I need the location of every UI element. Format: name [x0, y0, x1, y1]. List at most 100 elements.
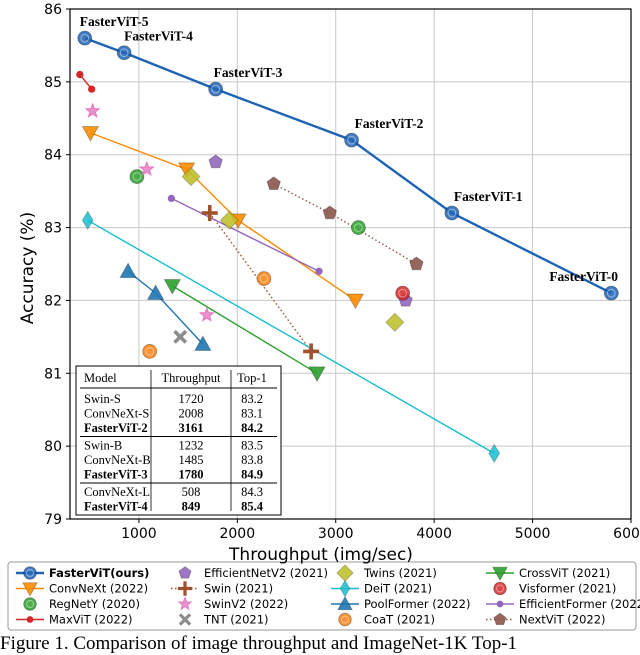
marker-shape — [315, 267, 323, 275]
data-point-s9-p1 — [181, 166, 201, 187]
y-tick-label: 85 — [44, 75, 62, 91]
legend-marker — [336, 595, 354, 611]
marker-shape — [163, 278, 182, 295]
table-cell: 1232 — [179, 439, 204, 453]
x-tick-label: 4000 — [416, 526, 452, 542]
chart: FasterViT-5FasterViT-4FasterViT-3FasterV… — [7, 2, 640, 631]
legend-box — [7, 561, 637, 631]
data-point-s7-p3 — [198, 306, 215, 322]
data-point-s16-p2 — [322, 205, 338, 220]
marker-ring — [119, 48, 129, 58]
marker-ring — [398, 288, 408, 298]
y-tick-label: 86 — [44, 2, 62, 18]
table-header-cell: Top-1 — [237, 371, 267, 385]
legend-entry: SwinV2 (2022) — [204, 597, 288, 611]
x-tick-label: 6000 — [613, 526, 640, 542]
table-cell: 84.9 — [241, 468, 263, 482]
data-point-s7-p1 — [84, 102, 101, 118]
marker-shape — [142, 344, 158, 359]
marker-shape — [493, 581, 507, 596]
data-point-s14-p1 — [395, 285, 411, 301]
marker-shape — [88, 85, 96, 93]
marker-shape — [146, 284, 165, 301]
marker-shape — [177, 596, 193, 611]
data-point-s11-p2 — [146, 284, 165, 301]
data-point-s1-p1 — [77, 30, 93, 46]
series-line-13 — [172, 285, 318, 374]
data-point-s13-p1 — [163, 278, 182, 295]
data-point-s3-p1 — [129, 169, 145, 184]
data-point-s4-p1 — [76, 70, 84, 79]
marker-ring — [259, 274, 269, 283]
legend-entry: RegNetY (2020) — [49, 597, 140, 611]
legend-marker — [493, 612, 507, 626]
series-line-16 — [273, 183, 417, 265]
marker-ring — [26, 569, 34, 577]
marker-shape — [256, 271, 272, 286]
marker-ring — [80, 33, 90, 43]
marker-shape — [116, 45, 132, 61]
table-cell: 84.2 — [241, 421, 263, 435]
marker-shape — [496, 600, 504, 608]
legend-marker — [338, 612, 352, 627]
marker-shape — [444, 205, 460, 221]
data-point-s1-p5 — [444, 205, 460, 221]
marker-shape — [208, 81, 224, 97]
legend-entry: TNT (2021) — [203, 613, 269, 627]
legend-marker — [21, 582, 39, 597]
legend-marker — [491, 566, 509, 582]
data-point-s6-p1 — [201, 205, 218, 221]
marker-shape — [385, 312, 405, 332]
marker-shape — [21, 582, 39, 597]
legend-marker — [177, 581, 193, 596]
marker-shape — [183, 581, 187, 596]
legend-marker — [26, 616, 34, 623]
marker-shape — [266, 176, 281, 190]
table-cell: Swin-S — [84, 392, 121, 406]
marker-shape — [178, 566, 192, 579]
legend-marker — [178, 613, 192, 626]
table-cell: 1780 — [179, 468, 204, 482]
marker-shape — [119, 262, 137, 279]
table-cell: 508 — [182, 485, 201, 499]
marker-ring — [496, 584, 504, 593]
point-label: FasterViT-3 — [214, 65, 283, 80]
marker-ring — [132, 172, 142, 181]
table-cell: FasterViT-3 — [84, 468, 148, 482]
table-cell: 1720 — [179, 392, 204, 406]
marker-shape — [350, 220, 366, 235]
marker-shape — [344, 132, 359, 148]
y-tick-label: 80 — [44, 439, 62, 455]
legend-entry: Twins (2021) — [363, 566, 437, 580]
marker-shape — [308, 366, 326, 383]
legend-entry: CrossViT (2021) — [519, 566, 610, 580]
data-point-s5-p1 — [208, 154, 223, 169]
marker-shape — [194, 335, 212, 352]
legend-marker — [23, 597, 37, 611]
y-tick-label: 81 — [44, 366, 62, 382]
legend-marker — [496, 600, 504, 608]
plot-frame — [69, 8, 632, 520]
legend-entry: MaxViT (2022) — [49, 613, 133, 627]
marker-ring — [447, 208, 457, 218]
x-tick-label: 5000 — [515, 526, 551, 542]
legend-entry: EfficientFormer (2022) — [519, 597, 640, 611]
legend-marker — [339, 579, 351, 598]
marker-shape — [603, 285, 619, 301]
table-cell: FasterViT-4 — [84, 500, 148, 514]
marker-shape — [207, 205, 212, 221]
legend-entry: Swin (2021) — [204, 582, 273, 596]
marker-ring — [145, 347, 155, 356]
table-cell: 85.4 — [241, 500, 264, 514]
data-point-s2-p4 — [346, 293, 365, 310]
table-cell: 83.1 — [241, 407, 263, 421]
marker-ring — [347, 135, 356, 145]
marker-shape — [491, 566, 509, 582]
marker-ring — [354, 223, 363, 232]
marker-ring — [211, 84, 221, 94]
data-point-s9-p2 — [219, 210, 240, 230]
table-header-cell: Model — [84, 371, 117, 385]
marker-shape — [81, 210, 94, 231]
series-line-15 — [171, 197, 320, 272]
axes: 1000 2000 3000 4000 5000 6000 79 80 81 82 83 84 85 86 — [44, 2, 640, 542]
